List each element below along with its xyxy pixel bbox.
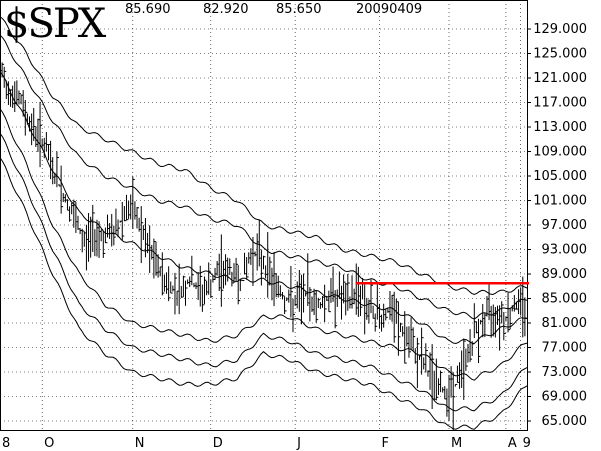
price-bars [0,56,527,431]
y-tick-label: 113.000 [533,120,587,135]
y-tick-label: 85.000 [542,292,588,307]
y-tick-label: 117.000 [533,96,587,111]
plot-border [0,0,528,431]
y-tick-label: 101.000 [533,194,587,209]
plot-frame [0,0,528,431]
symbol-title: $SPX [4,1,106,47]
lower-outer-band [0,132,528,412]
y-tick-label: 129.000 [533,22,587,37]
y-tick-label: 109.000 [533,145,587,160]
y-tick-label: 89.000 [542,267,588,282]
y-tick-label: 65.000 [542,414,588,429]
x-tick-label: 8 [2,436,10,451]
x-tick-label: J [296,436,301,451]
bands [0,16,528,430]
x-tick-label: N [135,436,145,451]
upper-inner-band [0,34,528,320]
lower-outer-band-2 [0,157,528,430]
x-tick-label: M [451,436,462,451]
header-close: 85.650 [276,2,322,17]
x-tick-label: D [213,436,223,451]
y-axis: 129.000 125.000 121.000 117.000 113.000 109.0… [0,22,587,429]
x-tick-label: A [508,436,517,451]
middle-band [0,71,528,345]
lower-inner-band [0,108,528,381]
y-tick-label: 125.000 [533,47,587,62]
y-tick-label: 93.000 [542,243,588,258]
header-low: 82.920 [203,2,249,17]
y-tick-label: 69.000 [542,390,588,405]
x-tick-label: F [381,436,388,451]
y-tick-label: 121.000 [533,71,587,86]
y-tick-label: 105.000 [533,169,587,184]
y-tick-label: 97.000 [542,218,588,233]
y-tick-label: 77.000 [542,341,588,356]
header-date: 20090409 [356,2,423,17]
header-high: 85.690 [125,2,171,17]
y-tick-label: 81.000 [542,316,588,331]
x-tick-label: O [44,436,54,451]
x-tick-label: 9 [523,436,531,451]
y-tick-label: 73.000 [542,365,588,380]
